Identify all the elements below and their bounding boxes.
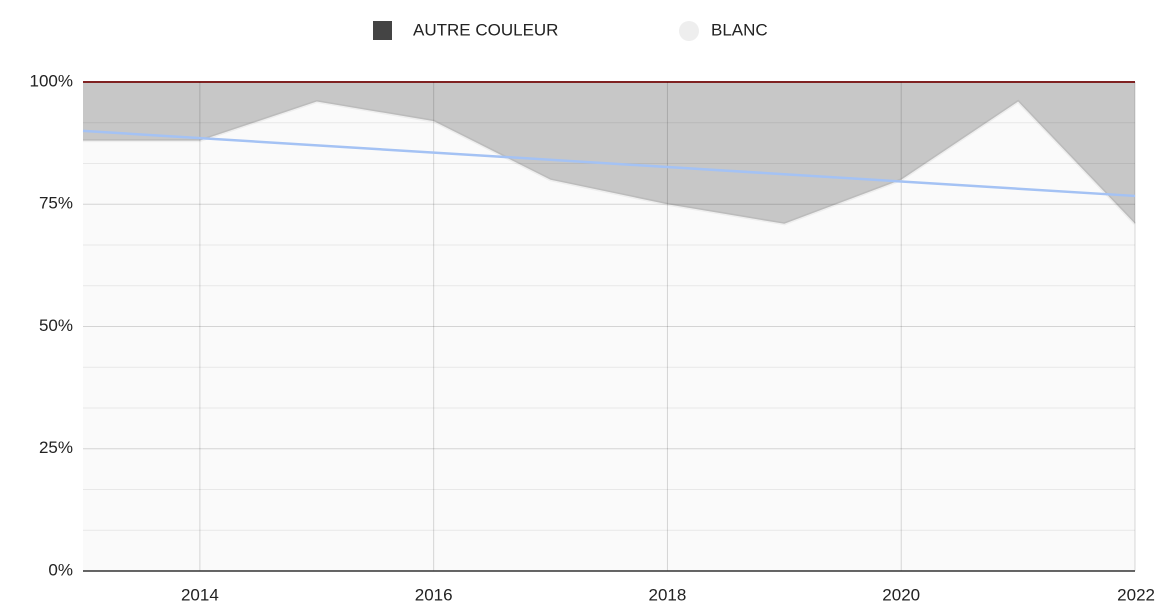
x-tick-label: 2018 <box>649 585 687 604</box>
x-tick-label: 2014 <box>181 585 219 604</box>
legend-swatch <box>373 21 392 40</box>
x-tick-label: 2022 <box>1117 585 1155 604</box>
y-tick-label: 50% <box>39 316 73 335</box>
x-tick-label: 2016 <box>415 585 453 604</box>
area-line <box>83 99 1137 226</box>
legend-label: BLANC <box>711 20 768 39</box>
area <box>83 101 1135 571</box>
y-tick-label: 100% <box>30 71 73 90</box>
trendline <box>82 129 1136 198</box>
legend-swatch <box>679 21 699 41</box>
y-tick-label: 25% <box>39 438 73 457</box>
y-tick-label: 0% <box>48 560 73 579</box>
area <box>83 82 1135 224</box>
legend-label: AUTRE COULEUR <box>413 20 558 39</box>
y-tick-label: 75% <box>39 194 73 213</box>
x-tick-label: 2020 <box>882 585 920 604</box>
